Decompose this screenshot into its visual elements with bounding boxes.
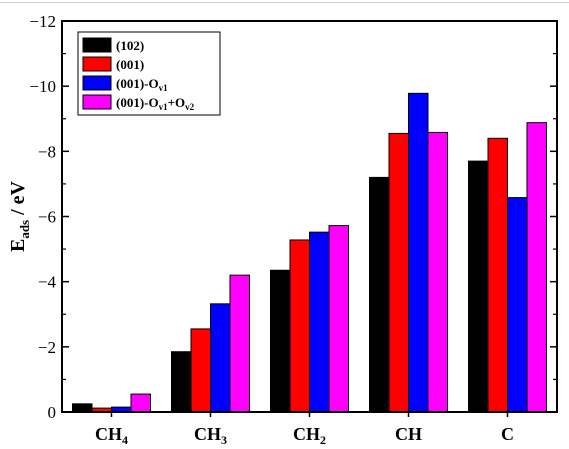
- legend-label: (001)-Ov1: [116, 76, 168, 93]
- bar: [526, 122, 547, 413]
- y-tick-label: −12: [29, 12, 56, 31]
- y-tick-label: 0: [48, 403, 57, 422]
- bar: [468, 160, 489, 413]
- text-part: (001): [116, 57, 144, 72]
- legend: (102)(001)(001)-Ov1(001)-Ov1+Ov2: [77, 31, 221, 116]
- y-tick-label: −4: [38, 273, 57, 292]
- category-main-text: CH: [95, 424, 122, 444]
- y-title-main: E: [7, 239, 29, 252]
- bar: [369, 176, 390, 413]
- bar: [388, 132, 409, 413]
- bar: [130, 393, 151, 413]
- bar: [487, 137, 508, 413]
- subscript-text: v2: [185, 102, 195, 112]
- text-part: (001)-O: [116, 95, 159, 110]
- y-axis-title: Eads / eV: [7, 180, 32, 252]
- x-category-label: C: [501, 424, 514, 444]
- y-title-subscript: ads: [17, 220, 32, 239]
- legend-label: (001): [116, 57, 144, 72]
- x-category-label: CH4: [95, 424, 128, 447]
- bar: [408, 92, 429, 413]
- legend-swatch: [82, 37, 112, 53]
- bars-layer: [72, 92, 547, 413]
- category-main-text: CH: [293, 424, 320, 444]
- legend-label: (001)-Ov1+Ov2: [116, 95, 195, 112]
- x-category-label: CH: [395, 424, 422, 444]
- bar: [171, 351, 192, 413]
- legend-label: (102): [116, 38, 144, 53]
- category-main-text: CH: [194, 424, 221, 444]
- y-title-unit: / eV: [7, 180, 29, 219]
- top-divider-line: [0, 2, 569, 3]
- bar: [270, 269, 291, 413]
- bar: [427, 131, 448, 413]
- y-tick-label: −10: [29, 77, 56, 96]
- legend-swatch: [82, 56, 112, 72]
- bar: [309, 231, 330, 413]
- y-axis-ticks: 0 −2 −4 −6 −8 −10 −12: [29, 12, 557, 422]
- subscript-text: v1: [159, 102, 169, 112]
- bar: [190, 328, 211, 413]
- bar: [507, 197, 528, 413]
- legend-swatch: [82, 75, 112, 91]
- bar: [229, 274, 250, 413]
- text-part: (001)-O: [116, 76, 159, 91]
- category-main-text: C: [501, 424, 514, 444]
- bar: [328, 225, 349, 413]
- bar: [210, 303, 231, 413]
- y-axis-title-group: Eads / eV: [7, 180, 32, 252]
- x-category-label: CH2: [293, 424, 326, 447]
- legend-swatch: [82, 94, 112, 110]
- y-tick-label: −8: [38, 142, 56, 161]
- x-axis-category-labels: CH4 CH3 CH2 CH C: [95, 412, 514, 447]
- bar: [72, 403, 93, 413]
- category-subscript: 2: [320, 433, 326, 447]
- y-tick-label: −2: [38, 338, 56, 357]
- category-subscript: 4: [122, 433, 128, 447]
- bar: [289, 239, 310, 413]
- text-part: (102): [116, 38, 144, 53]
- text-part: +O: [168, 95, 186, 110]
- subscript-text: v1: [159, 83, 169, 93]
- category-subscript: 3: [221, 433, 227, 447]
- x-category-label: CH3: [194, 424, 227, 447]
- category-main-text: CH: [395, 424, 422, 444]
- y-tick-label: −6: [38, 208, 56, 227]
